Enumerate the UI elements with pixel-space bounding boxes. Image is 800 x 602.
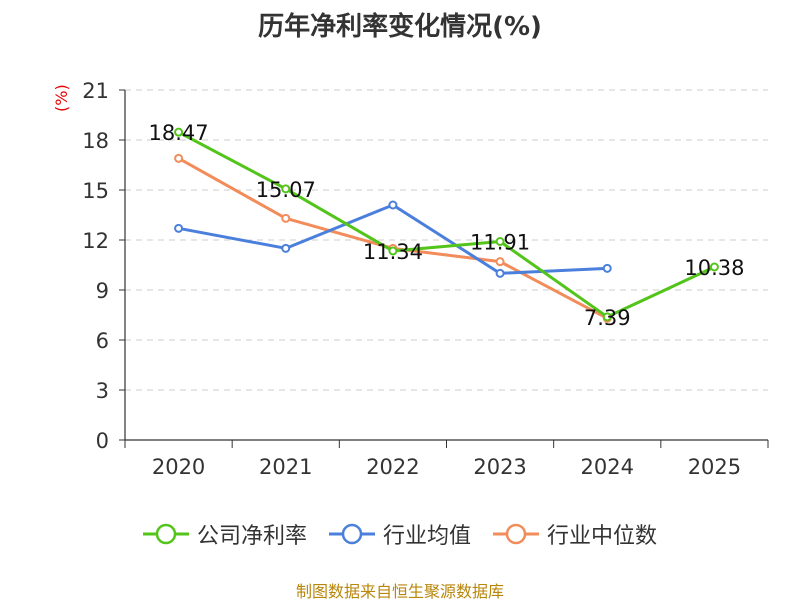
legend-item-industry-mean[interactable]: 行业均值	[328, 518, 471, 550]
series-0-point	[281, 184, 291, 194]
y-tick-label: 12	[82, 229, 109, 253]
series-1-point	[388, 200, 398, 210]
series-2-point	[281, 213, 291, 223]
data-label: 15.07	[256, 178, 316, 202]
series-2-point	[174, 153, 184, 163]
x-tick-label: 2025	[688, 455, 741, 479]
legend-swatch-industry-median	[493, 523, 539, 545]
data-label: 7.39	[584, 306, 631, 330]
data-label: 10.38	[684, 256, 744, 280]
series-0-point	[602, 312, 612, 322]
source-note: 制图数据来自恒生聚源数据库	[295, 582, 504, 601]
y-tick-label: 3	[96, 379, 109, 403]
series-line-0	[177, 130, 716, 319]
x-tick-label: 2021	[259, 455, 312, 479]
y-tick-label: 9	[96, 279, 109, 303]
series-1-point	[174, 223, 184, 233]
series-0-point	[709, 262, 719, 272]
series-0-point	[388, 246, 398, 256]
series-line-2	[177, 157, 608, 320]
legend-swatch-company	[142, 523, 189, 545]
data-label: 11.91	[470, 231, 530, 255]
y-tick-label: 18	[82, 129, 109, 153]
y-tick-label: 6	[96, 329, 109, 353]
series-0-point	[495, 237, 505, 246]
legend-item-company[interactable]: 公司净利率	[142, 518, 307, 550]
legend: 公司净利率 行业均值 行业中位数	[0, 518, 800, 550]
x-tick-label: 2023	[473, 455, 526, 479]
x-tick-label: 2022	[366, 455, 419, 479]
series-1-point	[281, 243, 291, 253]
y-tick-label: 15	[82, 179, 109, 203]
series-1-point	[495, 268, 505, 278]
series-0-point	[174, 127, 184, 137]
y-tick-label: 21	[82, 79, 109, 103]
legend-label-industry-mean: 行业均值	[382, 524, 471, 549]
legend-swatch-industry-mean	[328, 523, 375, 545]
chart-title: 历年净利率变化情况(%)	[258, 12, 542, 42]
x-tick-label: 2024	[581, 455, 634, 479]
series-1-point	[602, 263, 612, 273]
legend-item-industry-median[interactable]: 行业中位数	[493, 518, 657, 550]
y-tick-label: 0	[96, 429, 109, 453]
x-tick-label: 2020	[152, 455, 205, 479]
series-2-point	[495, 257, 505, 267]
legend-label-industry-median: 行业中位数	[547, 524, 658, 549]
data-label: 11.34	[363, 240, 423, 264]
legend-label-company: 公司净利率	[196, 524, 307, 549]
data-label: 18.47	[149, 121, 209, 145]
